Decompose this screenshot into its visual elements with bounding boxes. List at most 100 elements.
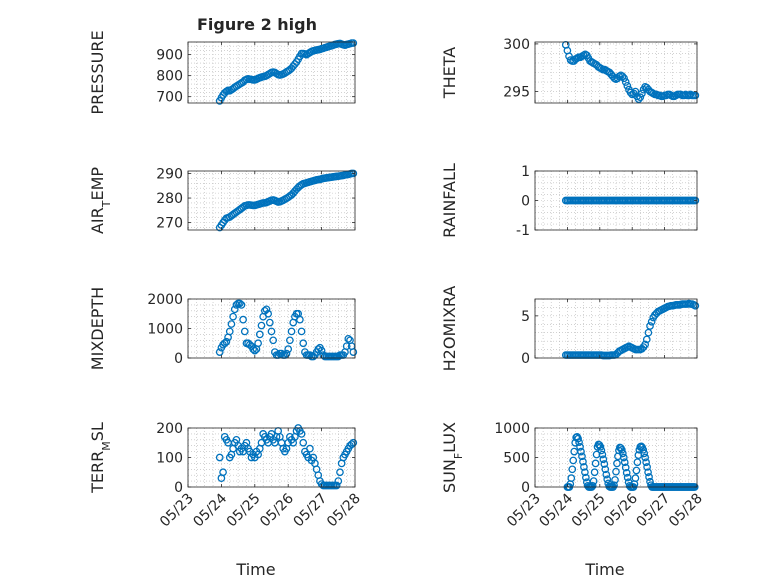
y-tick-label: 290 — [156, 166, 183, 182]
y-tick-label: 0 — [521, 351, 530, 367]
y-tick-label: 800 — [156, 69, 183, 85]
data-point — [334, 477, 343, 485]
y-tick-label: 0 — [521, 480, 530, 496]
data-point — [589, 477, 598, 485]
data-point — [610, 481, 618, 490]
data-point — [602, 470, 611, 479]
y-tick-label: 295 — [503, 85, 530, 101]
data-point — [612, 467, 620, 476]
data-point — [297, 430, 306, 438]
data-point — [620, 74, 628, 83]
axes-box — [534, 41, 698, 104]
y-tick-label: 0 — [521, 194, 530, 210]
data-point — [641, 340, 650, 349]
data-point — [613, 459, 621, 468]
data-point — [215, 348, 224, 356]
data-point — [632, 466, 641, 475]
data-point — [299, 339, 308, 348]
data-point — [599, 455, 608, 464]
data-point — [580, 463, 588, 471]
data-point — [240, 327, 249, 336]
data-point — [286, 336, 294, 345]
y-axis-label: AIRTEMP — [88, 167, 113, 234]
data-point — [336, 468, 344, 477]
data-point — [617, 445, 626, 454]
y-axis-label: MIXDEPTH — [88, 287, 107, 370]
data-point — [576, 443, 584, 451]
data-point — [643, 463, 651, 471]
data-point — [644, 468, 652, 477]
data-point — [342, 342, 351, 351]
data-point — [588, 481, 597, 490]
data-point — [634, 95, 643, 104]
subplot-mixdepth: 0 1000 2000 MIXDEPTH — [88, 287, 358, 370]
data-point — [642, 458, 650, 467]
data-point — [284, 345, 293, 353]
y-axis-label: PRESSURE — [88, 30, 107, 114]
y-tick-label: 270 — [156, 216, 183, 232]
data-point — [254, 339, 262, 348]
data-point — [575, 438, 583, 447]
data-point — [255, 330, 264, 339]
data-point — [644, 328, 653, 337]
y-tick-label: 300 — [503, 37, 530, 53]
data-point — [626, 88, 635, 97]
data-point — [225, 327, 234, 336]
y-tick-label: 1000 — [147, 322, 183, 338]
axes-layer: 700 800 900 PRESSURE 295 300 THETA 270 280 290 AIR… — [88, 30, 706, 530]
data-point — [299, 438, 308, 447]
data-point — [265, 318, 274, 327]
data-point — [600, 460, 609, 468]
data-point — [220, 339, 229, 348]
data-point — [596, 443, 605, 451]
data-point — [249, 345, 257, 353]
data-point — [306, 444, 314, 453]
y-tick-label: 1000 — [494, 421, 530, 437]
data-point — [237, 301, 246, 309]
data-point — [638, 89, 646, 98]
data-point — [691, 91, 700, 100]
data-point — [574, 434, 582, 443]
data-point — [317, 346, 326, 355]
data-points — [561, 299, 700, 360]
data-point — [623, 81, 632, 90]
y-axis-label: SUNFLUX — [440, 422, 465, 493]
data-point — [597, 446, 606, 455]
y-tick-label: 200 — [156, 421, 183, 437]
figure-title: Figure 2 high — [197, 15, 317, 34]
data-point — [239, 315, 247, 324]
data-point — [642, 335, 651, 344]
data-point — [219, 468, 227, 477]
subplot-rainfall: -1 0 1 RAINFALL — [440, 163, 700, 239]
data-point — [569, 456, 578, 465]
data-point — [590, 468, 599, 477]
data-point — [262, 305, 271, 314]
data-point — [636, 93, 645, 102]
axes-box — [534, 298, 698, 359]
y-axis-label: H2OMIXRA — [440, 286, 459, 372]
data-point — [591, 459, 600, 468]
y-axis-label: RAINFALL — [440, 163, 459, 238]
data-point — [215, 453, 224, 462]
y-tick-label: 0 — [174, 480, 183, 496]
data-point — [287, 327, 296, 336]
data-point — [269, 336, 278, 345]
data-point — [267, 327, 276, 336]
data-point — [250, 346, 259, 355]
data-point — [603, 475, 612, 484]
grid — [187, 171, 356, 230]
data-point — [623, 473, 632, 482]
data-point — [349, 169, 358, 178]
x-axis-label-right: Time — [584, 560, 624, 579]
y-tick-label: 0 — [174, 351, 183, 367]
data-point — [621, 78, 630, 86]
data-point — [691, 301, 700, 310]
data-point — [620, 458, 629, 467]
data-points — [215, 424, 358, 490]
data-point — [332, 481, 341, 490]
data-point — [349, 348, 358, 356]
data-point — [647, 317, 656, 326]
axes-box — [187, 41, 356, 104]
data-points — [215, 39, 358, 105]
